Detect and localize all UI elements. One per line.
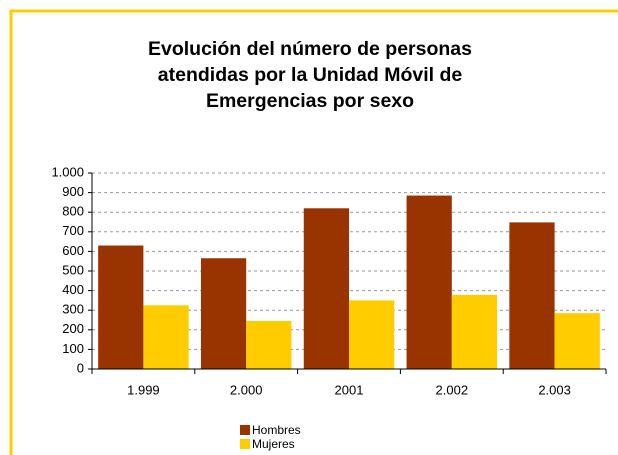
x-tick-label: 1.999 [127,382,160,397]
chart-title: Evolución del número de personas atendid… [148,38,472,112]
bar [200,258,247,369]
y-tick-label: 400 [62,282,84,297]
bar [554,313,600,369]
y-tick-label: 0 [77,360,84,375]
bar [303,208,349,369]
x-tick-label: 2.002 [436,382,469,397]
y-tick-label: 800 [62,204,84,219]
y-tick-label: 900 [62,184,84,199]
x-tick-label: 2.003 [538,382,571,397]
bar [509,222,555,369]
bar [246,320,292,369]
y-tick-label: 100 [62,341,84,356]
bar [406,195,452,369]
x-tick-label: 2001 [335,382,364,397]
y-tick-label: 600 [62,243,84,258]
legend-swatch [240,439,250,449]
y-tick-label: 1.000 [51,164,84,179]
y-tick-label: 200 [62,321,84,336]
bar [349,300,395,369]
y-tick-label: 700 [62,223,84,238]
bar [143,305,189,369]
x-tick-label: 2.000 [230,382,263,397]
y-tick-label: 500 [62,262,84,277]
y-tick-label: 300 [62,302,84,317]
bar [451,294,498,369]
legend-label: Mujeres [252,437,295,451]
legend-swatch [240,425,250,435]
legend-label: Hombres [252,423,301,437]
bar [98,245,144,369]
